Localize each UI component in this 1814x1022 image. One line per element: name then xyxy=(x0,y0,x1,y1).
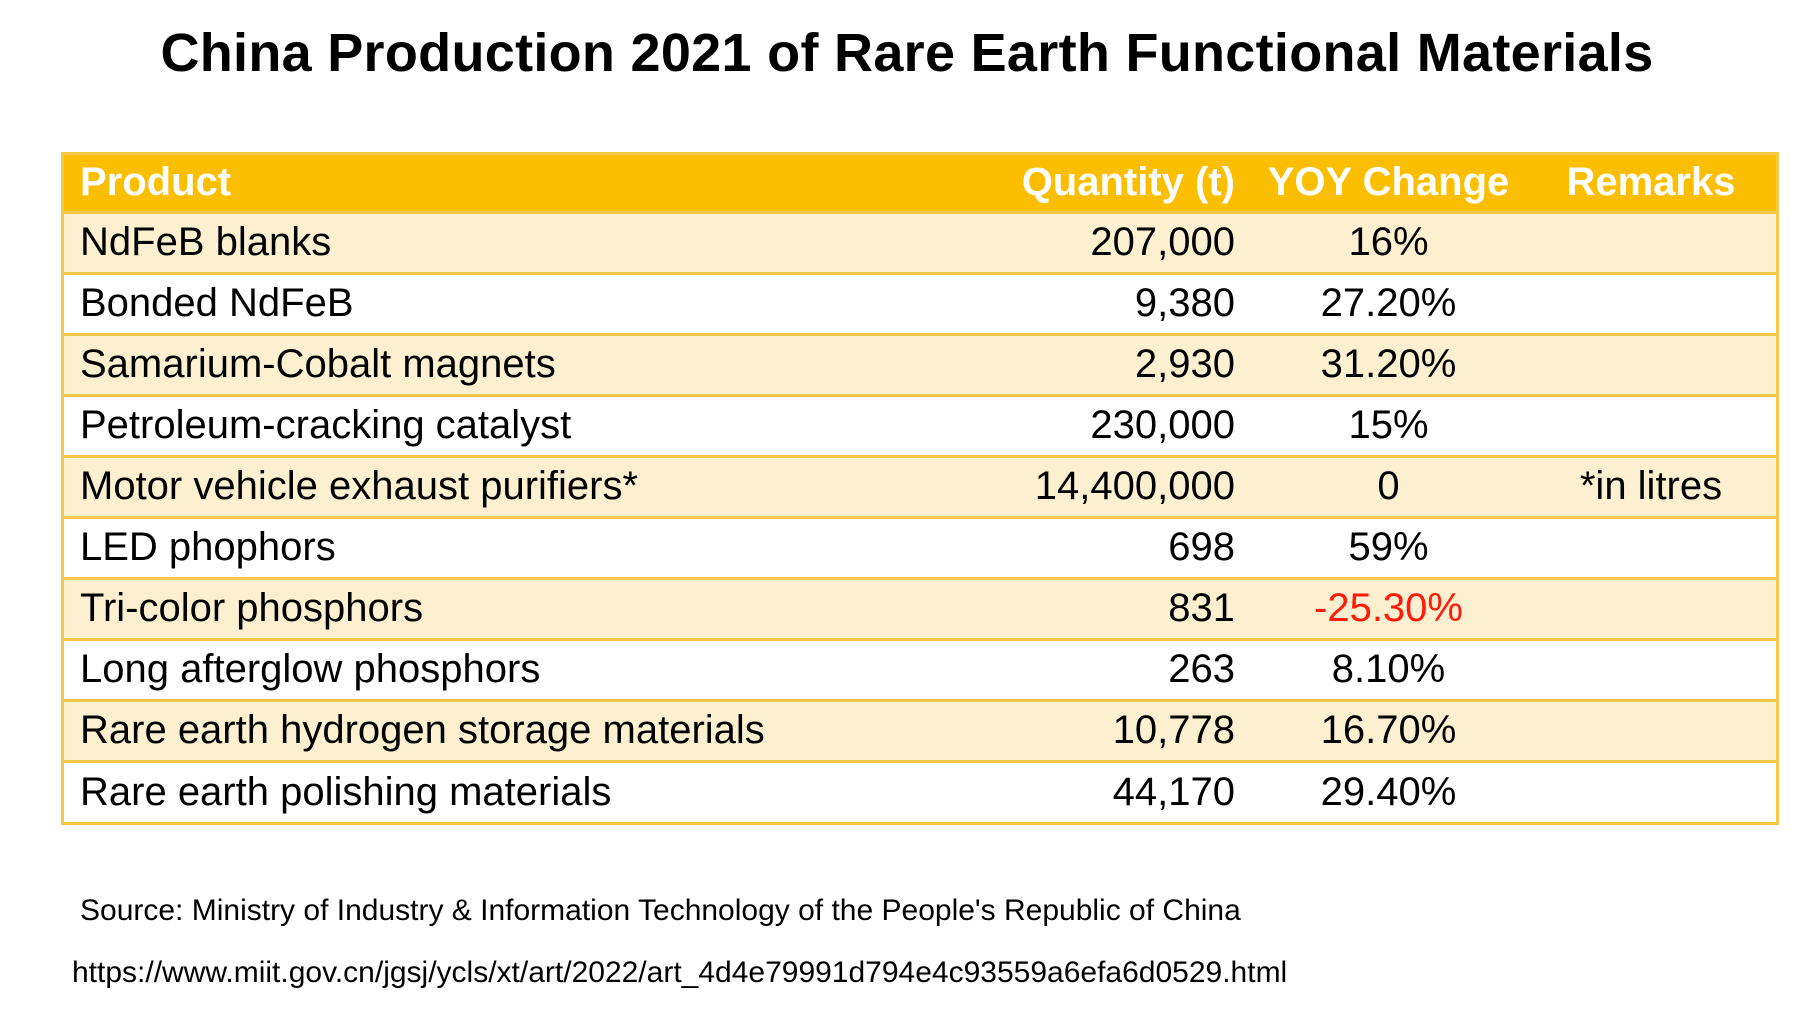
cell-quantity: 831 xyxy=(952,576,1251,639)
column-header-quantity: Quantity (t) xyxy=(952,155,1251,212)
cell-product: Bonded NdFeB xyxy=(64,271,952,334)
cell-quantity: 14,400,000 xyxy=(952,454,1251,517)
page-title: China Production 2021 of Rare Earth Func… xyxy=(160,23,1654,83)
cell-yoy-change: 31.20% xyxy=(1251,332,1526,395)
table-row: Samarium-Cobalt magnets 2,930 31.20% xyxy=(64,332,1776,395)
production-table: Product Quantity (t) YOY Change Remarks … xyxy=(64,155,1776,822)
table-header-row: Product Quantity (t) YOY Change Remarks xyxy=(64,155,1776,212)
table-row: Bonded NdFeB 9,380 27.20% xyxy=(64,271,1776,334)
cell-quantity: 207,000 xyxy=(952,210,1251,273)
cell-quantity: 230,000 xyxy=(952,393,1251,456)
cell-yoy-change: 29.40% xyxy=(1251,759,1526,822)
table-row: Tri-color phosphors 831 -25.30% xyxy=(64,576,1776,639)
cell-quantity: 2,930 xyxy=(952,332,1251,395)
cell-remarks xyxy=(1526,393,1776,456)
production-table-container: Product Quantity (t) YOY Change Remarks … xyxy=(61,152,1779,825)
cell-yoy-change: 59% xyxy=(1251,515,1526,578)
table-row: Long afterglow phosphors 263 8.10% xyxy=(64,637,1776,700)
cell-product: LED phophors xyxy=(64,515,952,578)
column-header-product: Product xyxy=(64,155,952,212)
cell-remarks xyxy=(1526,271,1776,334)
cell-product: Rare earth polishing materials xyxy=(64,759,952,822)
source-note: Source: Ministry of Industry & Informati… xyxy=(80,894,1241,927)
table-body: NdFeB blanks 207,000 16% Bonded NdFeB 9,380 2… xyxy=(64,210,1776,822)
cell-product: NdFeB blanks xyxy=(64,210,952,273)
cell-yoy-change: -25.30% xyxy=(1251,576,1526,639)
cell-product: Tri-color phosphors xyxy=(64,576,952,639)
cell-product: Samarium-Cobalt magnets xyxy=(64,332,952,395)
cell-yoy-change: 0 xyxy=(1251,454,1526,517)
cell-yoy-change: 15% xyxy=(1251,393,1526,456)
table-row: Petroleum-cracking catalyst 230,000 15% xyxy=(64,393,1776,456)
cell-quantity: 263 xyxy=(952,637,1251,700)
cell-product: Motor vehicle exhaust purifiers* xyxy=(64,454,952,517)
cell-yoy-change: 16% xyxy=(1251,210,1526,273)
cell-remarks xyxy=(1526,637,1776,700)
cell-remarks xyxy=(1526,698,1776,761)
cell-quantity: 698 xyxy=(952,515,1251,578)
cell-remarks xyxy=(1526,759,1776,822)
cell-product: Rare earth hydrogen storage materials xyxy=(64,698,952,761)
cell-product: Long afterglow phosphors xyxy=(64,637,952,700)
table-row: Motor vehicle exhaust purifiers* 14,400,0… xyxy=(64,454,1776,517)
cell-product: Petroleum-cracking catalyst xyxy=(64,393,952,456)
cell-quantity: 9,380 xyxy=(952,271,1251,334)
column-header-yoy-change: YOY Change xyxy=(1251,155,1526,212)
cell-remarks xyxy=(1526,210,1776,273)
table-row: Rare earth polishing materials 44,170 29.4… xyxy=(64,759,1776,822)
column-header-remarks: Remarks xyxy=(1526,155,1776,212)
cell-yoy-change: 8.10% xyxy=(1251,637,1526,700)
table-row: Rare earth hydrogen storage materials 10,… xyxy=(64,698,1776,761)
cell-remarks: *in litres xyxy=(1526,454,1776,517)
cell-quantity: 44,170 xyxy=(952,759,1251,822)
cell-remarks xyxy=(1526,332,1776,395)
source-url: https://www.miit.gov.cn/jgsj/ycls/xt/art… xyxy=(72,956,1288,989)
cell-remarks xyxy=(1526,515,1776,578)
cell-yoy-change: 16.70% xyxy=(1251,698,1526,761)
cell-remarks xyxy=(1526,576,1776,639)
cell-quantity: 10,778 xyxy=(952,698,1251,761)
table-row: NdFeB blanks 207,000 16% xyxy=(64,210,1776,273)
cell-yoy-change: 27.20% xyxy=(1251,271,1526,334)
table-row: LED phophors 698 59% xyxy=(64,515,1776,578)
